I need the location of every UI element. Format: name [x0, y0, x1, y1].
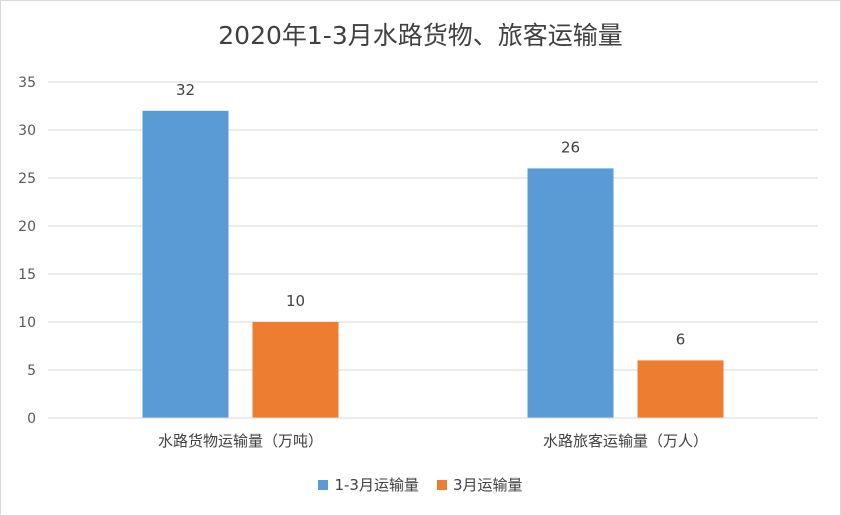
- y-tick-label: 30: [18, 123, 36, 139]
- y-tick-label: 35: [18, 75, 36, 91]
- data-label: 10: [286, 292, 305, 310]
- y-tick-label: 0: [27, 411, 36, 427]
- x-category-label: 水路货物运输量（万吨）: [158, 432, 323, 450]
- bar: [252, 322, 339, 418]
- x-category-label: 水路旅客运输量（万人）: [543, 432, 708, 450]
- y-tick-label: 10: [18, 315, 36, 331]
- data-label: 26: [561, 138, 580, 156]
- y-axis-ticks: 0 5 10 15 20 25 30 35: [18, 75, 36, 427]
- bar: [637, 360, 724, 418]
- legend-label-series-1: 1-3月运输量: [334, 476, 419, 494]
- data-label: 6: [676, 330, 686, 348]
- bar: [142, 110, 229, 419]
- legend: 1-3月运输量 3月运输量: [0, 474, 841, 495]
- data-label: 32: [176, 81, 195, 99]
- legend-item-series-1: 1-3月运输量: [318, 474, 419, 495]
- legend-swatch-series-1: [318, 479, 329, 490]
- legend-item-series-2: 3月运输量: [436, 474, 523, 495]
- data-labels: 32 10 26 6: [176, 81, 685, 349]
- legend-swatch-series-2: [436, 479, 447, 490]
- chart-title: 2020年1-3月水路货物、旅客运输量: [218, 21, 623, 50]
- legend-label-series-2: 3月运输量: [452, 476, 523, 494]
- y-tick-label: 5: [27, 363, 36, 379]
- bars: [142, 110, 724, 419]
- y-tick-label: 25: [18, 171, 36, 187]
- bar-chart: 0 5 10 15 20 25 30 35 32 10 26 6 水路货物运输量（万吨） 水路旅客运输…: [18, 75, 818, 450]
- y-tick-label: 15: [18, 267, 36, 283]
- x-axis: 水路货物运输量（万吨） 水路旅客运输量（万人）: [48, 417, 818, 450]
- y-tick-label: 20: [18, 219, 36, 235]
- bar: [527, 168, 614, 418]
